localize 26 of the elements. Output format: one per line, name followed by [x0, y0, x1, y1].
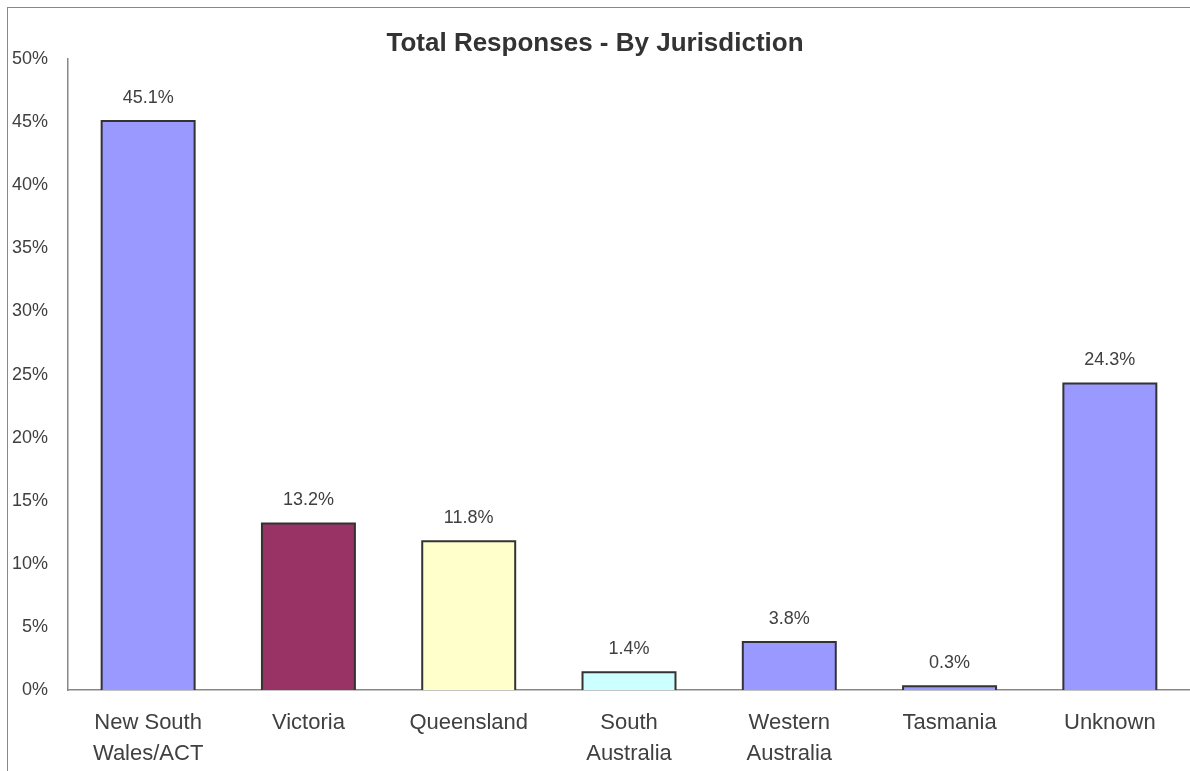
- data-label: 13.2%: [282, 489, 334, 510]
- y-tick-label: 20%: [11, 426, 48, 447]
- data-label: 3.8%: [768, 608, 810, 629]
- chart-title: Total Responses - By Jurisdiction: [386, 26, 804, 57]
- y-tick-label: 35%: [11, 237, 48, 258]
- y-tick-label: 50%: [11, 48, 48, 69]
- y-tick-label: 0%: [21, 678, 48, 699]
- y-tick-label: 5%: [21, 615, 48, 636]
- x-tick-label: Queensland: [409, 709, 529, 735]
- y-tick-label: 10%: [11, 552, 48, 573]
- data-label: 24.3%: [1084, 349, 1136, 370]
- y-tick-label: 15%: [11, 489, 48, 510]
- y-tick-label: 25%: [11, 363, 48, 384]
- x-tick-label: New South Wales/ACT: [92, 709, 204, 766]
- x-tick-label: South Australia: [586, 709, 673, 766]
- data-label: 11.8%: [443, 507, 494, 528]
- data-label: 0.3%: [929, 652, 971, 673]
- data-label: 45.1%: [122, 86, 174, 107]
- x-tick-label: Western Australia: [746, 709, 833, 766]
- y-tick-label: 30%: [11, 300, 48, 321]
- x-tick-label: Victoria: [271, 709, 346, 735]
- data-label: 1.4%: [608, 638, 650, 659]
- y-tick-label: 40%: [11, 174, 48, 195]
- x-tick-label: Unknown: [1064, 709, 1156, 735]
- y-tick-label: 45%: [11, 111, 48, 132]
- x-tick-label: Tasmania: [902, 709, 998, 735]
